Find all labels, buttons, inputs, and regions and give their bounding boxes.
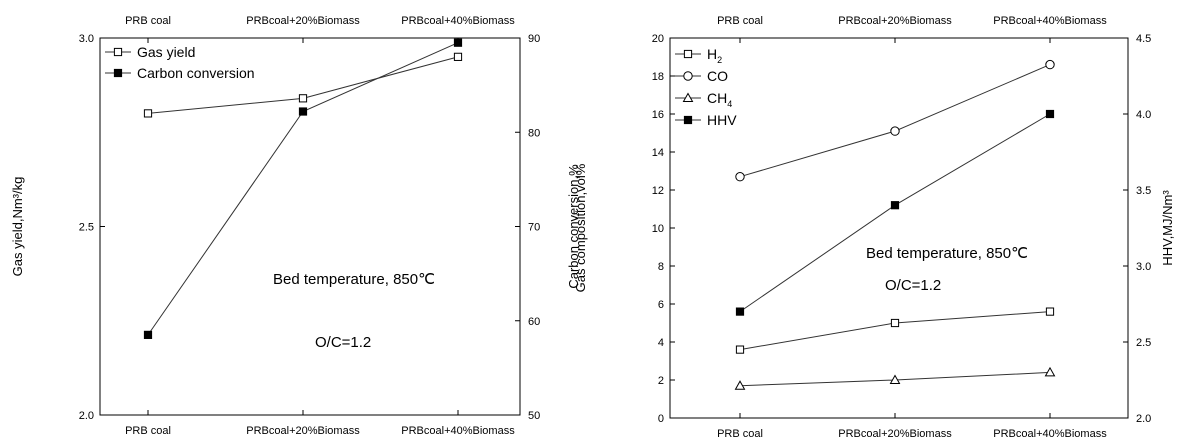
series-hhv bbox=[735, 109, 1055, 316]
annotation: O/C=1.2 bbox=[885, 277, 941, 294]
data-point bbox=[453, 38, 463, 47]
legend-marker bbox=[683, 49, 693, 59]
data-point bbox=[890, 318, 900, 328]
data-point bbox=[889, 374, 901, 384]
y-tick-label: 8 bbox=[658, 261, 664, 273]
data-point bbox=[1045, 307, 1055, 316]
data-point bbox=[298, 94, 308, 103]
legend-label: CH4 bbox=[707, 90, 732, 109]
x-tick-label: PRB coal bbox=[717, 428, 763, 440]
x-tick-label: PRBcoal+40%Biomass bbox=[993, 428, 1107, 440]
y2-tick-label: 2.0 bbox=[1136, 413, 1151, 425]
series-line bbox=[739, 64, 1051, 178]
y-tick-label: 2 bbox=[658, 375, 664, 387]
data-point bbox=[143, 109, 153, 118]
series-co bbox=[735, 59, 1055, 182]
data-point bbox=[453, 52, 463, 61]
x-tick-label: PRBcoal+40%Biomass bbox=[401, 425, 515, 437]
data-point bbox=[735, 307, 745, 316]
y2-tick-label: 4.0 bbox=[1136, 109, 1151, 121]
legend: H2 CO CH4 HHV bbox=[675, 46, 737, 128]
y2-tick-label: 50 bbox=[528, 410, 540, 422]
data-point bbox=[735, 172, 745, 182]
y2-tick-label: 70 bbox=[528, 222, 540, 234]
y2-tick-label: 60 bbox=[528, 316, 540, 328]
data-point bbox=[735, 345, 745, 354]
annotation: Bed temperature, 850℃ bbox=[866, 245, 1028, 262]
y-tick-label: 14 bbox=[652, 147, 664, 159]
y2-axis-title: Carbon conversion,% bbox=[566, 164, 581, 289]
plot-frame bbox=[669, 37, 1129, 419]
y2-tick-label: 4.5 bbox=[1136, 33, 1151, 45]
legend-marker bbox=[682, 92, 694, 102]
y-tick-label: 0 bbox=[658, 413, 664, 425]
chart-panel-1: 2.0 2.5 3.0 50 60 70 80 90 PRB coal PRB coal PRBco… bbox=[10, 15, 581, 437]
annotation: Bed temperature, 850℃ bbox=[273, 271, 435, 288]
x-top-tick-label: PRBcoal+20%Biomass bbox=[838, 15, 952, 27]
y-axis-title: Gas composition,vol% bbox=[573, 163, 588, 292]
series-line bbox=[147, 42, 459, 336]
y2-axis-title: HHV,MJ/Nm³ bbox=[1160, 190, 1175, 266]
x-top-tick-label: PRB coal bbox=[125, 15, 171, 27]
y-tick-label: 3.0 bbox=[79, 33, 94, 45]
legend-marker bbox=[113, 47, 123, 57]
y-tick-label: 2.0 bbox=[79, 410, 94, 422]
y-axis-title: Gas yield,Nm³/kg bbox=[10, 177, 25, 277]
series-h2 bbox=[735, 307, 1055, 354]
data-point bbox=[734, 380, 746, 390]
series-ch4 bbox=[734, 366, 1056, 390]
annotation: O/C=1.2 bbox=[315, 334, 371, 351]
y2-tick-label: 3.5 bbox=[1136, 185, 1151, 197]
legend: Gas yield Carbon conversion bbox=[105, 44, 255, 81]
data-point bbox=[143, 330, 153, 339]
legend-label: HHV bbox=[707, 112, 737, 128]
legend-label: CO bbox=[707, 68, 728, 84]
plot-frame bbox=[99, 37, 521, 416]
legend-marker bbox=[683, 115, 693, 125]
y-tick-label: 4 bbox=[658, 337, 664, 349]
series-line bbox=[739, 311, 1051, 351]
x-top-tick-label: PRB coal bbox=[717, 15, 763, 27]
data-point bbox=[1044, 366, 1056, 377]
x-top-tick-label: PRBcoal+40%Biomass bbox=[993, 15, 1107, 27]
data-point bbox=[890, 126, 900, 136]
x-tick-label: PRBcoal+20%Biomass bbox=[246, 425, 360, 437]
series-gas-yield bbox=[143, 52, 463, 118]
y-tick-label: 18 bbox=[652, 71, 664, 83]
x-tick-label: PRB coal bbox=[125, 425, 171, 437]
y2-tick-label: 90 bbox=[528, 33, 540, 45]
legend-marker bbox=[683, 71, 693, 81]
legend-label: Gas yield bbox=[137, 44, 195, 60]
data-point bbox=[1045, 109, 1055, 119]
y-tick-label: 20 bbox=[652, 33, 664, 45]
legend-label: Carbon conversion bbox=[137, 65, 255, 81]
x-tick-label: PRBcoal+20%Biomass bbox=[838, 428, 952, 440]
series-carbon-conversion bbox=[143, 38, 463, 339]
data-point bbox=[1045, 59, 1055, 70]
legend-marker bbox=[113, 68, 123, 78]
y2-tick-label: 3.0 bbox=[1136, 261, 1151, 273]
chart-panel-2: 0 2 4 6 8 10 12 14 16 18 20 2.0 2.5 3.0 3.5 4.0 4.5 PRB c… bbox=[573, 15, 1175, 440]
y2-tick-label: 2.5 bbox=[1136, 337, 1151, 349]
x-top-tick-label: PRBcoal+40%Biomass bbox=[401, 15, 515, 27]
data-point bbox=[890, 201, 900, 210]
y-tick-label: 2.5 bbox=[79, 222, 94, 234]
y2-tick-label: 80 bbox=[528, 127, 540, 139]
y-tick-label: 10 bbox=[652, 223, 664, 235]
y-tick-label: 16 bbox=[652, 109, 664, 121]
data-point bbox=[298, 107, 308, 116]
x-top-tick-label: PRBcoal+20%Biomass bbox=[246, 15, 360, 27]
y-tick-label: 12 bbox=[652, 185, 664, 197]
legend-label: H2 bbox=[707, 46, 722, 65]
y-tick-label: 6 bbox=[658, 299, 664, 311]
